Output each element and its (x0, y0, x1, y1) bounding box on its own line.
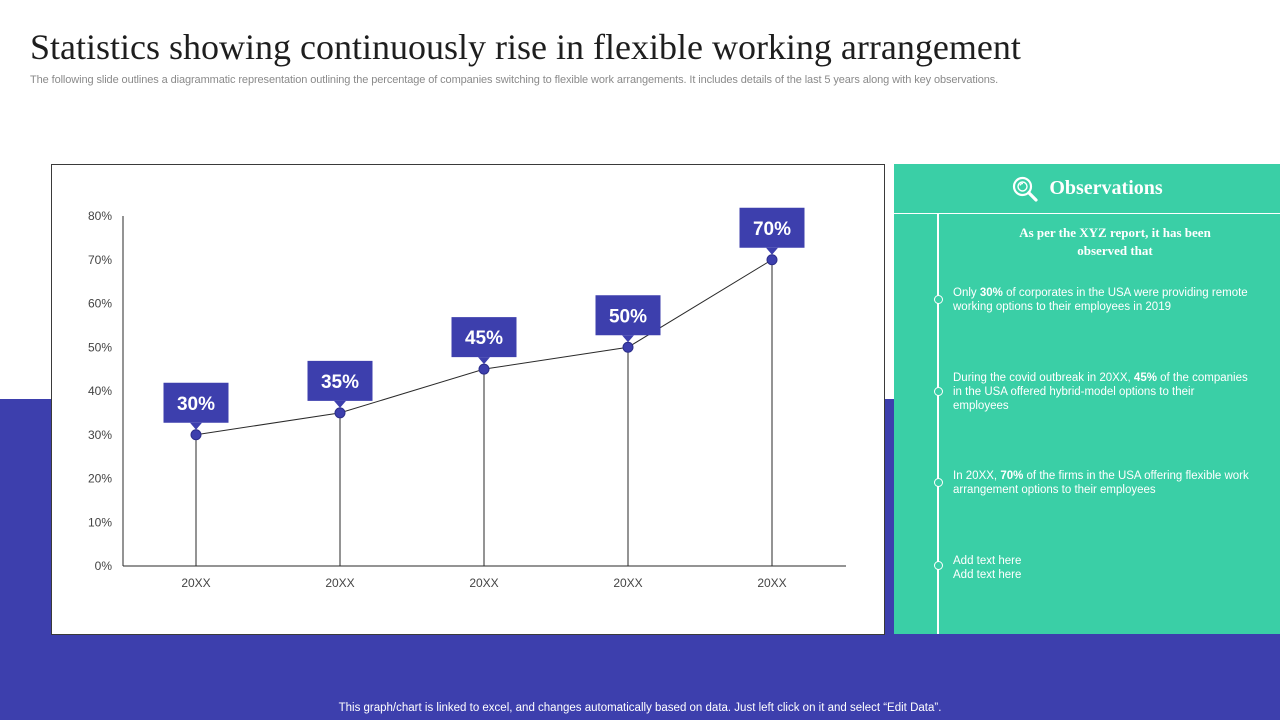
data-label-pointer (478, 357, 490, 365)
data-label-pointer (190, 422, 202, 430)
data-label-pointer (622, 335, 634, 343)
x-tick-label: 20XX (469, 576, 498, 590)
slide-subtitle: The following slide outlines a diagramma… (30, 74, 999, 86)
observation-item-3: In 20XX, 70% of the firms in the USA off… (953, 470, 1249, 496)
data-label-box (451, 317, 517, 358)
timeline-dot (933, 295, 943, 304)
y-tick-label: 20% (88, 472, 112, 486)
chart-canvas: 0% 10% 20% 30% 40% 50% 60% 70% 80% 20XX 20XX 20XX 20… (88, 207, 846, 590)
observations-panel: Observations As per the XYZ report, it h… (894, 164, 1280, 634)
y-tick-label: 50% (88, 340, 112, 354)
timeline-dot (933, 561, 943, 570)
y-tick-label: 40% (88, 384, 112, 398)
x-tick-label: 20XX (757, 576, 786, 590)
magnifier-icon (1013, 176, 1038, 202)
data-point (478, 363, 490, 375)
data-point (622, 341, 634, 353)
timeline-dot (933, 387, 943, 396)
y-tick-label: 80% (88, 209, 112, 223)
x-tick-label: 20XX (181, 576, 210, 590)
observation-item-2: During the covid outbreak in 20XX, 45% o… (953, 372, 1248, 412)
data-point (766, 254, 778, 266)
observation-item-4[interactable]: Add text here Add text here (953, 555, 1022, 581)
data-label: 30% (177, 394, 215, 415)
data-label: 70% (753, 219, 791, 240)
footer-note: This graph/chart is linked to excel, and… (338, 702, 942, 714)
observations-header: Observations (894, 164, 1280, 214)
data-label-pointer (334, 400, 346, 408)
timeline-line (937, 214, 939, 634)
data-label-box (307, 360, 373, 401)
y-tick-label: 0% (95, 559, 113, 573)
slide-title: Statistics showing continuously rise in … (30, 27, 1021, 67)
line-chart[interactable]: 0% 10% 20% 30% 40% 50% 60% 70% 80% 20XX 20XX 20XX 20… (51, 164, 885, 635)
timeline-dot (933, 478, 943, 487)
y-tick-label: 60% (88, 297, 112, 311)
data-label-pointer (766, 247, 778, 255)
observation-item-1: Only 30% of corporates in the USA were p… (953, 287, 1248, 313)
y-tick-label: 70% (88, 253, 112, 267)
y-tick-label: 10% (88, 515, 112, 529)
data-label-box (163, 382, 229, 423)
data-point (334, 407, 346, 419)
x-tick-label: 20XX (325, 576, 354, 590)
data-label: 50% (609, 306, 647, 327)
data-label: 45% (465, 328, 503, 349)
observations-intro: As per the XYZ report, it has been obser… (1019, 225, 1211, 258)
y-tick-label: 30% (88, 428, 112, 442)
data-label-box (595, 295, 661, 336)
observations-title: Observations (1049, 177, 1163, 199)
data-label-box (739, 207, 805, 248)
data-point (190, 429, 202, 441)
data-label: 35% (321, 372, 359, 393)
x-tick-label: 20XX (613, 576, 642, 590)
